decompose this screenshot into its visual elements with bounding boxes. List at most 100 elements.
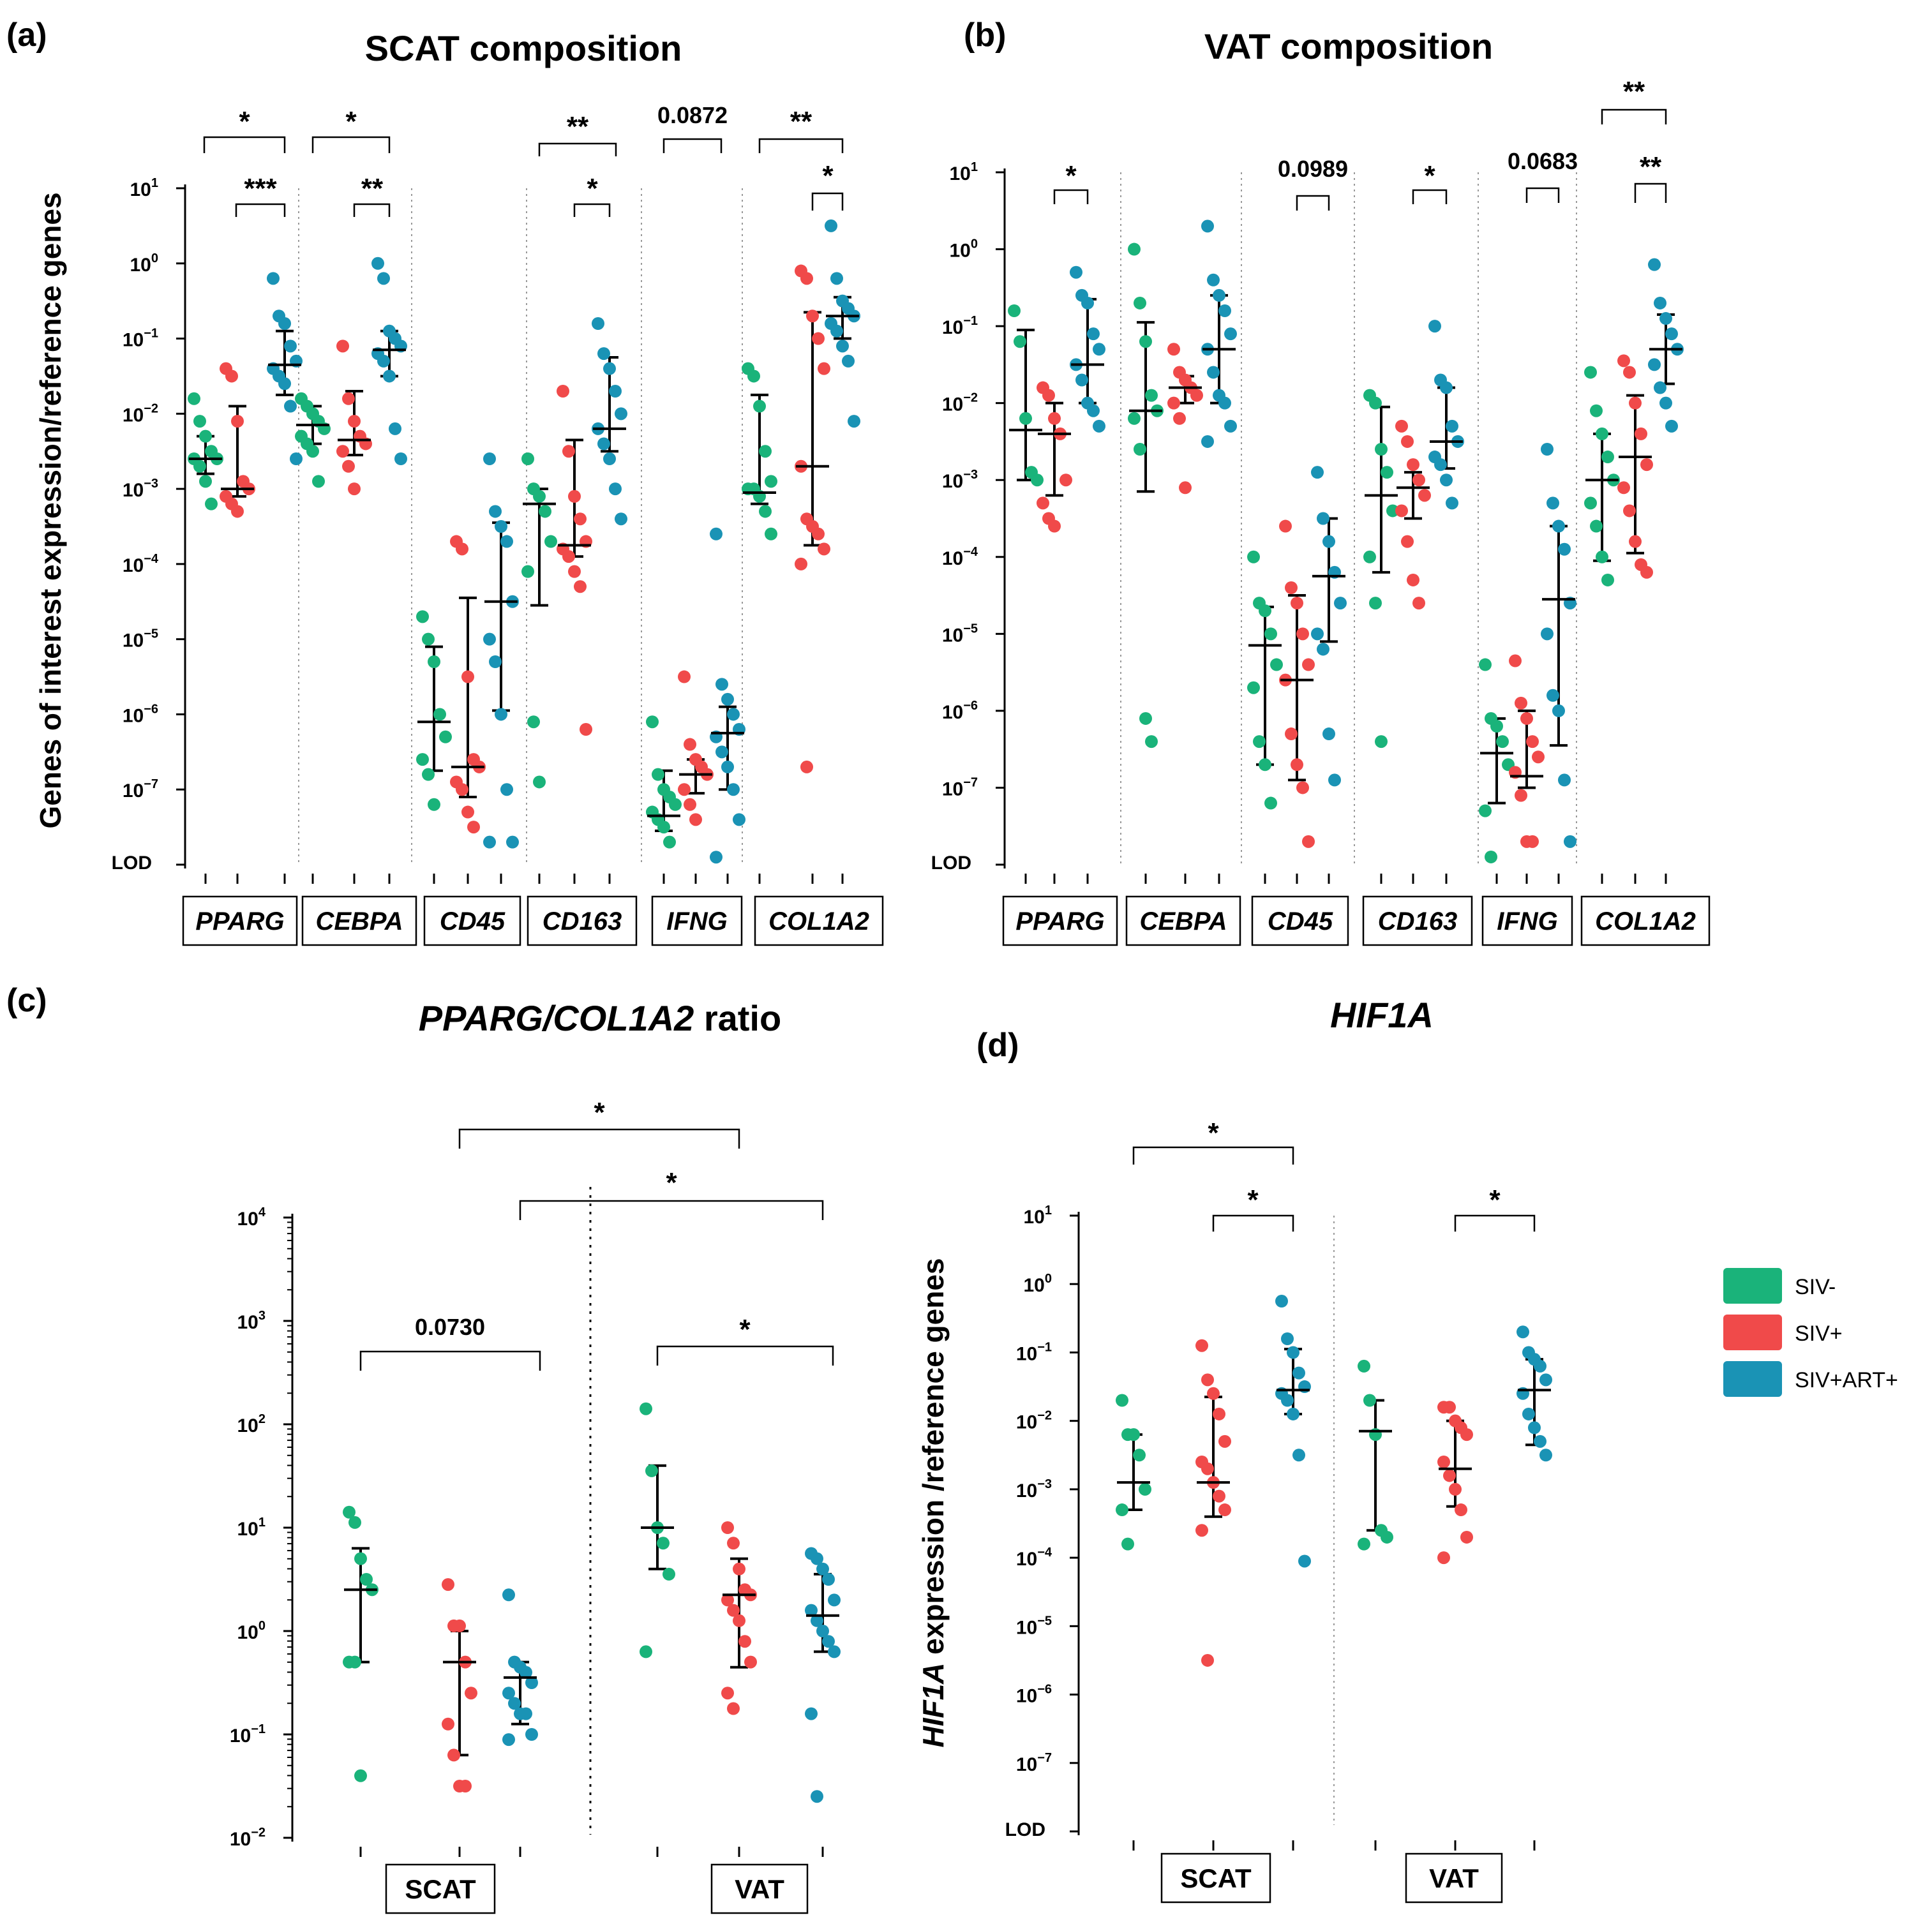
data-point: [1437, 1456, 1450, 1468]
data-point: [508, 1697, 521, 1710]
data-point: [1287, 1346, 1299, 1359]
data-point: [1328, 773, 1341, 787]
data-point: [1659, 396, 1672, 410]
data-point: [1434, 458, 1447, 472]
data-point: [1496, 735, 1509, 749]
data-point: [1428, 320, 1441, 333]
data-point: [1590, 404, 1603, 417]
bracket: [1634, 183, 1667, 203]
data-point: [1479, 804, 1492, 817]
data-point: [721, 1521, 734, 1534]
data-point: [1455, 1503, 1467, 1517]
data-point: [765, 527, 777, 540]
bracket: [1454, 1214, 1536, 1232]
sig-label: *: [1424, 160, 1435, 191]
data-point: [461, 805, 474, 819]
y-tick-label: 10−6: [123, 702, 158, 726]
panel-a-title: SCAT composition: [365, 28, 682, 68]
data-point: [520, 1665, 532, 1679]
data-point: [1596, 550, 1608, 563]
data-point: [733, 1614, 745, 1627]
data-point: [812, 527, 825, 540]
data-point: [1485, 850, 1497, 863]
data-point: [1285, 727, 1298, 741]
data-point: [442, 1578, 454, 1591]
data-point: [710, 527, 723, 540]
data-point: [1446, 419, 1458, 433]
data-point: [678, 783, 691, 796]
data-point: [1552, 704, 1565, 717]
data-point: [1515, 789, 1527, 802]
data-point: [1060, 473, 1072, 487]
data-point: [416, 610, 429, 623]
bracket: [758, 138, 844, 153]
data-point: [1139, 1482, 1151, 1496]
data-point: [640, 1645, 652, 1658]
data-point: [500, 783, 513, 796]
data-point: [828, 1593, 841, 1607]
panel-d-significance: * * *: [1132, 1117, 1536, 1232]
sig-label: **: [361, 173, 384, 204]
data-point: [1139, 335, 1152, 348]
data-point: [715, 745, 728, 759]
data-point: [1418, 489, 1431, 502]
data-point: [663, 1567, 675, 1581]
data-point: [1302, 658, 1315, 671]
data-point: [371, 257, 384, 270]
data-point: [848, 415, 860, 428]
data-point: [822, 1573, 835, 1586]
bracket: [656, 1345, 834, 1366]
data-point: [1317, 512, 1329, 525]
data-point: [1539, 1449, 1552, 1462]
cat-box-pparg: [182, 895, 298, 946]
data-point: [816, 1562, 829, 1576]
data-point: [1311, 466, 1324, 479]
cat-box-cd45: [1251, 895, 1349, 946]
cat-box-vat: [710, 1863, 809, 1914]
data-point: [1640, 458, 1653, 472]
data-point: [1201, 435, 1214, 448]
data-point: [377, 354, 390, 368]
data-point: [231, 415, 244, 428]
data-point: [1281, 1332, 1294, 1345]
data-point: [765, 475, 777, 488]
data-point: [811, 1614, 823, 1627]
cat-box-pparg: [1002, 895, 1118, 946]
sig-label: *: [666, 1167, 677, 1198]
data-point: [812, 332, 825, 345]
data-point: [1552, 519, 1565, 533]
data-point: [1296, 781, 1309, 794]
data-point: [1207, 366, 1220, 379]
data-point: [1526, 835, 1539, 848]
data-point: [521, 565, 534, 578]
y-tick-label: 102: [237, 1412, 266, 1436]
data-point: [1601, 573, 1614, 586]
data-point: [495, 520, 507, 533]
data-point: [574, 580, 587, 593]
cat-label-vat: VAT: [735, 1874, 784, 1904]
data-point: [1291, 597, 1303, 610]
data-point: [1213, 1489, 1225, 1503]
data-point: [684, 798, 696, 811]
data-point: [506, 835, 519, 849]
data-point: [525, 1728, 538, 1741]
data-point: [1546, 496, 1559, 510]
bracket: [1525, 187, 1560, 203]
data-point: [290, 452, 303, 465]
data-point: [1167, 343, 1180, 356]
data-point: [1648, 358, 1661, 371]
data-point: [1635, 427, 1647, 440]
data-point: [1128, 412, 1141, 425]
data-point: [1275, 1295, 1288, 1308]
sig-label: **: [790, 106, 812, 137]
cat-box-cebpa: [301, 895, 417, 946]
panel-a-y-axis: 10−7 10−6 10−5 10−4 10−3 10−2 10−1 100 101: [123, 176, 844, 884]
sig-label: *: [822, 160, 834, 191]
data-point: [1407, 458, 1419, 472]
cat-label-ifng: IFNG: [1497, 907, 1558, 935]
data-point: [646, 715, 659, 729]
panel-c-title: PPARG/COL1A2 ratio: [419, 998, 781, 1038]
data-point: [1564, 835, 1576, 848]
y-tick-label: 10−2: [123, 401, 158, 426]
panel-b-category-boxes: PPARG CEBPA CD45 CD163 IFNG COL1A2: [1002, 895, 1711, 946]
